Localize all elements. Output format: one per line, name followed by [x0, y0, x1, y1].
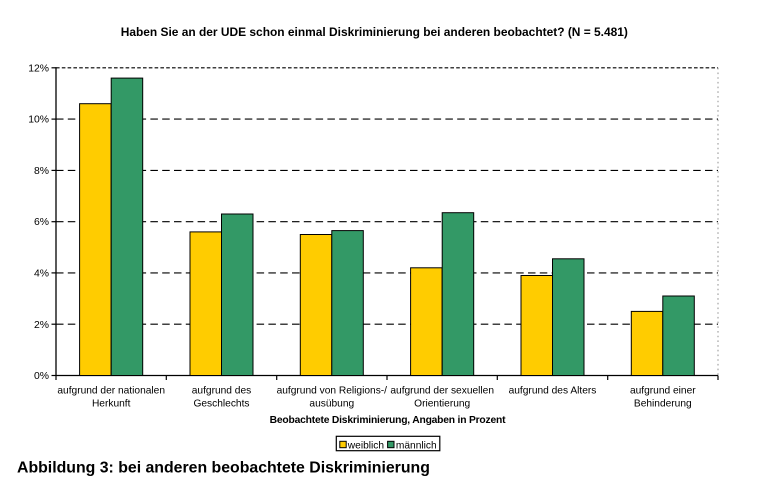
svg-text:aufgrund von Religions-/: aufgrund von Religions-/	[277, 386, 388, 397]
svg-text:aufgrund der nationalen: aufgrund der nationalen	[57, 386, 165, 397]
svg-text:2%: 2%	[34, 320, 49, 331]
svg-text:männlich: männlich	[396, 440, 437, 451]
svg-text:4%: 4%	[34, 269, 49, 280]
svg-text:Orientierung: Orientierung	[414, 398, 470, 409]
svg-text:Beobachtete Diskriminierung, A: Beobachtete Diskriminierung, Angaben in …	[270, 415, 506, 426]
svg-text:10%: 10%	[28, 115, 49, 126]
svg-text:aufgrund einer: aufgrund einer	[630, 386, 696, 397]
svg-text:Abbildung 3: bei anderen beoba: Abbildung 3: bei anderen beobachtete Dis…	[17, 459, 430, 476]
svg-text:12%: 12%	[28, 63, 49, 74]
svg-text:8%: 8%	[34, 166, 49, 177]
svg-text:aufgrund des: aufgrund des	[192, 386, 251, 397]
svg-text:0%: 0%	[34, 371, 49, 382]
svg-text:Herkunft: Herkunft	[92, 398, 131, 409]
svg-text:Haben Sie an der UDE schon ein: Haben Sie an der UDE schon einmal Diskri…	[121, 25, 628, 39]
svg-text:6%: 6%	[34, 217, 49, 228]
svg-text:aufgrund der sexuellen: aufgrund der sexuellen	[390, 386, 494, 397]
svg-text:Behinderung: Behinderung	[634, 398, 692, 409]
svg-text:ausübung: ausübung	[309, 398, 354, 409]
svg-text:Geschlechts: Geschlechts	[193, 398, 249, 409]
svg-text:weiblich: weiblich	[347, 440, 384, 451]
svg-text:aufgrund des Alters: aufgrund des Alters	[509, 386, 597, 397]
